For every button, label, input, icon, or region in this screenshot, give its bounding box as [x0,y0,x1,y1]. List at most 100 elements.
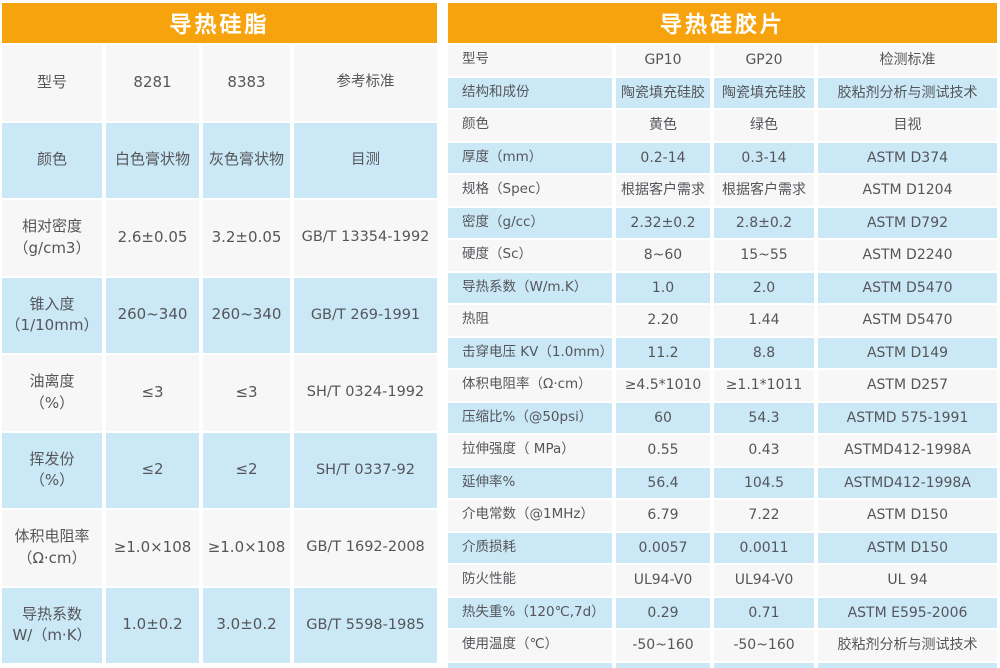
value-cell: GB/T 1692-2008 [294,510,437,586]
value-cell: 0.43 [714,435,814,466]
row-label-cell: 密度（g/cc） [448,207,612,238]
value-cell: 15~55 [714,240,814,271]
value-cell: 1.0 [616,272,710,303]
value-cell: ≥1.1*1011 [714,370,814,401]
value-cell: GP10 [616,45,710,76]
table-row: 挥发份 （%） ≤2 ≤2 SH/T 0337-92 [2,432,437,508]
value-cell: ≥1.0×108 [203,510,290,586]
table-row: 相对密度 （g/cm3） 2.6±0.05 3.2±0.05 GB/T 13354-1… [2,200,437,276]
table-row: 导热系数 W/（m·K） 1.0±0.2 3.0±0.2 GB/T 5598-1985 [2,587,437,663]
value-cell: SH/T 0337-92 [294,432,437,508]
value-cell: 目测 [294,122,437,198]
table-row: 结构和成份 陶瓷填充硅胶 陶瓷填充硅胶 胶粘剂分析与测试技术 [448,77,997,108]
value-cell: ASTM D2240 [818,240,997,271]
value-cell: 1.44 [714,305,814,336]
value-cell: ASTMD 575-1991 [818,402,997,433]
table-row: 厚度（mm） 0.2-14 0.3-14 ASTM D374 [448,142,997,173]
value-cell: 2.0 [714,272,814,303]
row-label-cell: 结构和成份 [448,77,612,108]
value-cell: 陶瓷填充硅胶 [714,77,814,108]
value-cell: 胶粘剂分析与测试技术 [818,630,997,661]
value-cell: ASTMD412-1998A [818,435,997,466]
value-cell: -50~160 [616,630,710,661]
value-cell: 0.3-14 [714,142,814,173]
value-cell: 参考标准 [294,45,437,121]
value-cell: 8~60 [616,240,710,271]
table-row: 使用温度（℃） -50~160 -50~160 胶粘剂分析与测试技术 [448,630,997,661]
value-cell: 黄色 [616,110,710,141]
table-row: 介电常数（@1MHz） 6.79 7.22 ASTM D150 [448,500,997,531]
table-row: 热失重%（120℃,7d） 0.29 0.71 ASTM E595-2006 [448,597,997,628]
row-label-cell: 油离度 （%） [2,355,102,431]
value-cell [616,662,710,668]
value-cell: 7.22 [714,500,814,531]
value-cell: 根据客户需求 [616,175,710,206]
value-cell: 根据客户需求 [714,175,814,206]
value-cell: 54.3 [714,402,814,433]
table-row: 介质损耗 0.0057 0.0011 ASTM D150 [448,532,997,563]
value-cell: 陶瓷填充硅胶 [616,77,710,108]
value-cell: ≥1.0×108 [106,510,199,586]
thermal-pad-rows: 型号 GP10 GP20 检测标准 结构和成份 陶瓷填充硅胶 陶瓷填充硅胶 胶粘剂分析与测试技… [448,45,997,668]
value-cell: 0.0011 [714,532,814,563]
value-cell: 3.0±0.2 [203,587,290,663]
value-cell: 260~340 [106,277,199,353]
value-cell: 3.2±0.05 [203,200,290,276]
table-row: 颜色 黄色 绿色 目视 [448,110,997,141]
row-label-cell: 厚度（mm） [448,142,612,173]
table-row: 锥入度 （1/10mm） 260~340 260~340 GB/T 269-1991 [2,277,437,353]
value-cell: ASTM E595-2006 [818,597,997,628]
value-cell: 260~340 [203,277,290,353]
value-cell: GB/T 5598-1985 [294,587,437,663]
value-cell: 胶粘剂分析与测试技术 [818,77,997,108]
value-cell: 1.0±0.2 [106,587,199,663]
row-label-cell: 介质损耗 [448,532,612,563]
table-row: 导热系数（W/m.K） 1.0 2.0 ASTM D5470 [448,272,997,303]
row-label-cell: 锥入度 （1/10mm） [2,277,102,353]
thermal-pad-title: 导热硅胶片 [448,3,997,43]
table-row: 规格（Spec） 根据客户需求 根据客户需求 ASTM D1204 [448,175,997,206]
value-cell: 0.0057 [616,532,710,563]
value-cell [714,662,814,668]
row-label-cell: 体积电阻率 （Ω·cm） [2,510,102,586]
table-row: 体积电阻率（Ω·cm） ≥4.5*1010 ≥1.1*1011 ASTM D257 [448,370,997,401]
row-label-cell: 介电常数（@1MHz） [448,500,612,531]
value-cell: 灰色膏状物 [203,122,290,198]
value-cell: -50~160 [714,630,814,661]
thermal-grease-title: 导热硅脂 [2,3,437,43]
value-cell: 2.8±0.2 [714,207,814,238]
value-cell: ≥4.5*1010 [616,370,710,401]
row-label-cell: 颜色 [2,122,102,198]
value-cell: 2.6±0.05 [106,200,199,276]
row-label-cell: 拉伸强度（ MPa） [448,435,612,466]
table-row: 击穿电压 KV（1.0mm） 11.2 8.8 ASTM D149 [448,337,997,368]
value-cell: 60 [616,402,710,433]
value-cell: 0.71 [714,597,814,628]
row-label-cell: 热失重%（120℃,7d） [448,597,612,628]
value-cell: UL94-V0 [616,565,710,596]
table-row: 压缩比%（@50psi） 60 54.3 ASTMD 575-1991 [448,402,997,433]
row-label-cell: 硬度（Sc） [448,240,612,271]
value-cell: ASTM D792 [818,207,997,238]
value-cell: 2.20 [616,305,710,336]
table-row: 密度（g/cc） 2.32±0.2 2.8±0.2 ASTM D792 [448,207,997,238]
row-label-cell: 规格（Spec） [448,175,612,206]
thermal-grease-rows: 型号 8281 8383 参考标准 颜色 白色膏状物 灰色膏状物 目测 相对密度 （g/cm3）… [2,45,437,663]
value-cell: 0.55 [616,435,710,466]
row-label-cell: 型号 [448,45,612,76]
thermal-pad-table: 导热硅胶片 型号 GP10 GP20 检测标准 结构和成份 陶瓷填充硅胶 陶瓷填充硅胶 胶粘剂… [448,3,997,668]
thermal-grease-table: 导热硅脂 型号 8281 8383 参考标准 颜色 白色膏状物 灰色膏状物 目测 相对密度 （g… [2,3,437,663]
table-row: 油离度 （%） ≤3 ≤3 SH/T 0324-1992 [2,355,437,431]
value-cell: 0.29 [616,597,710,628]
row-label-cell: 使用温度（℃） [448,630,612,661]
value-cell [818,662,997,668]
value-cell: GP20 [714,45,814,76]
value-cell: ≤2 [106,432,199,508]
table-row: 型号 GP10 GP20 检测标准 [448,45,997,76]
value-cell: ASTM D149 [818,337,997,368]
value-cell: GB/T 269-1991 [294,277,437,353]
row-label-cell: 热阻 [448,305,612,336]
row-label-cell: 挥发份 （%） [2,432,102,508]
value-cell: 目视 [818,110,997,141]
